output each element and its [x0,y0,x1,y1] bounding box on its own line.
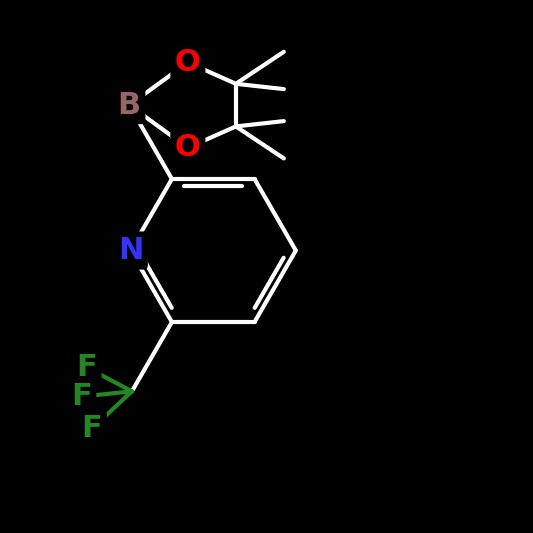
Text: F: F [82,414,102,443]
Text: F: F [71,382,92,411]
Text: F: F [76,353,97,382]
Text: B: B [118,91,141,119]
Text: N: N [118,236,143,265]
Text: O: O [175,133,201,162]
Text: O: O [175,48,201,77]
